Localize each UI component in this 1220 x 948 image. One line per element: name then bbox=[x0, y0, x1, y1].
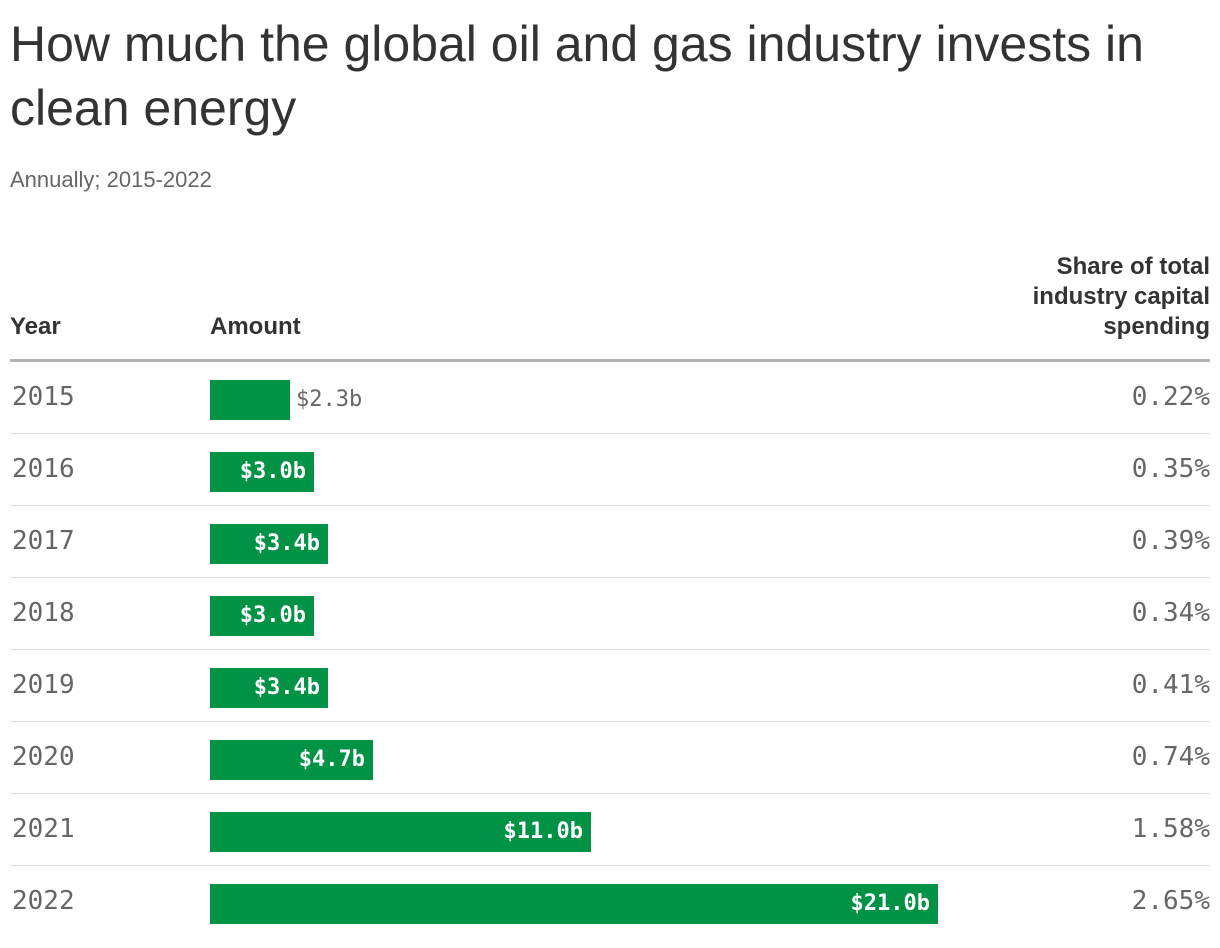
chart-subtitle: Annually; 2015-2022 bbox=[10, 167, 212, 192]
table-row: 2019 $3.4b 0.41% bbox=[10, 650, 1210, 722]
year-cell: 2022 bbox=[12, 886, 75, 916]
amount-label: $4.7b bbox=[298, 747, 365, 772]
year-cell: 2021 bbox=[12, 814, 75, 844]
share-cell: 0.35% bbox=[1131, 454, 1210, 484]
amount-bar bbox=[210, 884, 938, 924]
amount-label: $3.0b bbox=[239, 603, 306, 628]
chart-title: How much the global oil and gas industry… bbox=[10, 16, 1144, 136]
year-cell: 2018 bbox=[12, 598, 75, 628]
column-header-amount: Amount bbox=[210, 313, 301, 340]
amount-label: $2.3b bbox=[296, 387, 363, 412]
share-cell: 1.58% bbox=[1131, 814, 1210, 844]
table-row: 2021 $11.0b 1.58% bbox=[10, 794, 1210, 866]
share-cell: 0.39% bbox=[1131, 526, 1210, 556]
amount-label: $21.0b bbox=[850, 891, 930, 916]
amount-bar bbox=[210, 452, 314, 492]
share-cell: 0.41% bbox=[1131, 670, 1210, 700]
amount-label: $3.4b bbox=[253, 675, 320, 700]
table-row: 2017 $3.4b 0.39% bbox=[10, 506, 1210, 578]
table-row: 2016 $3.0b 0.35% bbox=[10, 434, 1210, 506]
amount-bar bbox=[210, 812, 591, 852]
table-row: 2015 $2.3b 0.22% bbox=[10, 362, 1210, 434]
amount-bar bbox=[210, 596, 314, 636]
column-header-share: Share of total industry capital spending bbox=[1032, 253, 1210, 340]
year-cell: 2017 bbox=[12, 526, 75, 556]
table-body: 2015 $2.3b 0.22% 2016 $3.0b 0.35% 2017 $3.4b 0.3… bbox=[10, 362, 1210, 938]
amount-bar bbox=[210, 380, 290, 420]
table-row: 2018 $3.0b 0.34% bbox=[10, 578, 1210, 650]
amount-label: $3.0b bbox=[239, 459, 306, 484]
share-cell: 2.65% bbox=[1131, 886, 1210, 916]
column-header-year: Year bbox=[10, 313, 61, 340]
amount-bar bbox=[210, 524, 328, 564]
amount-bar bbox=[210, 740, 373, 780]
share-cell: 0.74% bbox=[1131, 742, 1210, 772]
share-cell: 0.22% bbox=[1131, 382, 1210, 412]
year-cell: 2016 bbox=[12, 454, 75, 484]
share-cell: 0.34% bbox=[1131, 598, 1210, 628]
year-cell: 2020 bbox=[12, 742, 75, 772]
header-divider bbox=[10, 359, 1210, 362]
year-cell: 2015 bbox=[12, 382, 75, 412]
amount-label: $3.4b bbox=[253, 531, 320, 556]
amount-label: $11.0b bbox=[503, 819, 583, 844]
table-row: 2022 $21.0b 2.65% bbox=[10, 866, 1210, 938]
amount-bar bbox=[210, 668, 328, 708]
table-row: 2020 $4.7b 0.74% bbox=[10, 722, 1210, 794]
year-cell: 2019 bbox=[12, 670, 75, 700]
